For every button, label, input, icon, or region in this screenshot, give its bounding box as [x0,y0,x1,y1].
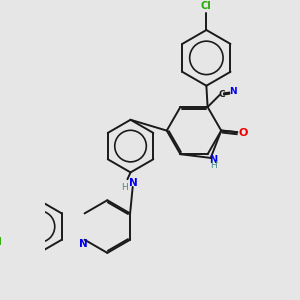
Text: O: O [238,128,248,138]
Text: H: H [210,161,217,170]
Text: Cl: Cl [0,237,2,247]
Text: H: H [121,183,128,192]
Text: N: N [79,239,87,249]
Text: Cl: Cl [201,1,212,10]
Text: N: N [230,87,237,96]
Text: N: N [129,178,138,188]
Text: N: N [209,155,217,165]
Text: C: C [218,90,225,99]
